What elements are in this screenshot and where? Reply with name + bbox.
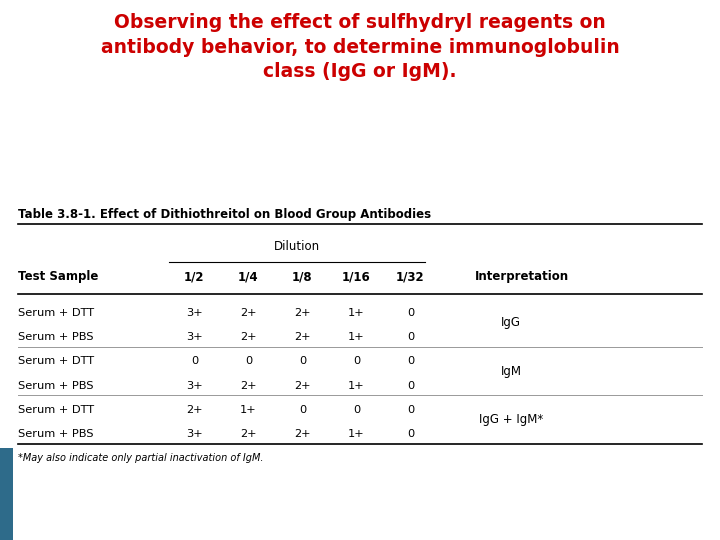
Text: 0: 0 xyxy=(407,308,414,318)
Text: Serum + DTT: Serum + DTT xyxy=(18,405,94,415)
Text: 0: 0 xyxy=(299,356,306,367)
Text: Serum + PBS: Serum + PBS xyxy=(18,332,94,342)
Text: 0: 0 xyxy=(407,381,414,391)
Text: Serum + DTT: Serum + DTT xyxy=(18,356,94,367)
Text: 2+: 2+ xyxy=(294,308,310,318)
Text: 2+: 2+ xyxy=(240,429,256,440)
Text: 2+: 2+ xyxy=(186,405,202,415)
Text: 0: 0 xyxy=(353,405,360,415)
Text: 3+: 3+ xyxy=(186,332,203,342)
Text: Observing the effect of sulfhydryl reagents on
antibody behavior, to determine i: Observing the effect of sulfhydryl reage… xyxy=(101,14,619,81)
Text: 1+: 1+ xyxy=(348,332,365,342)
Text: *May also indicate only partial inactivation of IgM.: *May also indicate only partial inactiva… xyxy=(18,453,264,463)
Text: 0: 0 xyxy=(353,356,360,367)
Text: 2+: 2+ xyxy=(294,429,310,440)
Text: 1/32: 1/32 xyxy=(396,270,425,283)
Text: 1/16: 1/16 xyxy=(342,270,371,283)
Text: Serum + PBS: Serum + PBS xyxy=(18,429,94,440)
Text: 1+: 1+ xyxy=(348,381,365,391)
Text: Serum + PBS: Serum + PBS xyxy=(18,381,94,391)
FancyBboxPatch shape xyxy=(0,448,13,540)
Text: IgM: IgM xyxy=(500,364,522,378)
Text: 2+: 2+ xyxy=(294,332,310,342)
Text: 1+: 1+ xyxy=(348,308,365,318)
Text: Interpretation: Interpretation xyxy=(475,270,570,283)
Text: 0: 0 xyxy=(299,405,306,415)
Text: 2+: 2+ xyxy=(240,308,256,318)
Text: 3+: 3+ xyxy=(186,308,203,318)
Text: 0: 0 xyxy=(407,429,414,440)
Text: 1/8: 1/8 xyxy=(292,270,312,283)
Text: IgG: IgG xyxy=(501,316,521,329)
Text: Table 3.8-1. Effect of Dithiothreitol on Blood Group Antibodies: Table 3.8-1. Effect of Dithiothreitol on… xyxy=(18,208,431,221)
Text: IgG + IgM*: IgG + IgM* xyxy=(479,413,544,427)
Text: 3+: 3+ xyxy=(186,381,203,391)
Text: 0: 0 xyxy=(245,356,252,367)
Text: 1+: 1+ xyxy=(240,405,257,415)
Text: 0: 0 xyxy=(191,356,198,367)
Text: 0: 0 xyxy=(407,405,414,415)
Text: 2+: 2+ xyxy=(294,381,310,391)
Text: 3+: 3+ xyxy=(186,429,203,440)
Text: 1/2: 1/2 xyxy=(184,270,204,283)
Text: 1+: 1+ xyxy=(348,429,365,440)
Text: 2+: 2+ xyxy=(240,332,256,342)
Text: Serum + DTT: Serum + DTT xyxy=(18,308,94,318)
Text: Test Sample: Test Sample xyxy=(18,270,99,283)
Text: Dilution: Dilution xyxy=(274,240,320,253)
Text: 0: 0 xyxy=(407,356,414,367)
Text: 2+: 2+ xyxy=(240,381,256,391)
Text: 1/4: 1/4 xyxy=(238,270,258,283)
Text: 0: 0 xyxy=(407,332,414,342)
